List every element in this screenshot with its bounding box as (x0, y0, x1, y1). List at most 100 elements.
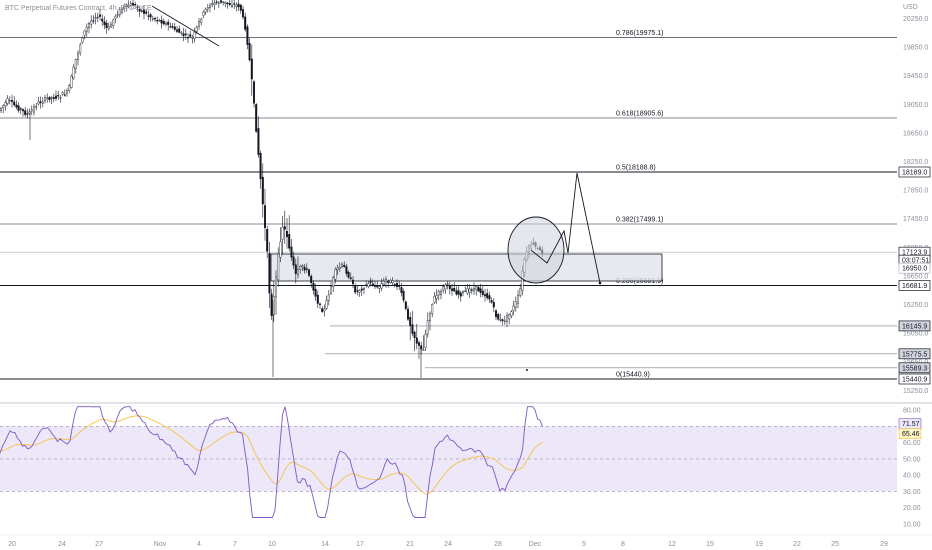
price-tag-text: 17123.9 (902, 250, 927, 257)
trendline-descending[interactable] (151, 5, 220, 47)
candle-body (316, 294, 319, 304)
rsi-tick-label: 20.00 (903, 505, 921, 512)
candle-body (374, 285, 377, 287)
candle-body (277, 253, 280, 280)
fib-label: 0.786(19975.1) (616, 30, 663, 37)
time-tick-label: 24 (58, 541, 66, 548)
rsi-band (0, 425, 897, 492)
candle-body (378, 286, 381, 289)
rsi-tick-label: 80.00 (903, 408, 921, 415)
candle-body (55, 95, 58, 99)
candle-body (330, 285, 333, 294)
projection-end-dot (598, 281, 602, 285)
candle-body (327, 294, 330, 301)
price-tick-label: 17850.0 (903, 188, 928, 195)
price-tick-label: 19050.0 (903, 102, 928, 109)
candle-body (127, 5, 130, 7)
support-lines (325, 325, 897, 369)
candle-body (369, 281, 372, 283)
candle-body (39, 101, 42, 103)
candle-body (349, 277, 352, 279)
candle-body (437, 291, 440, 296)
candle-body (433, 296, 436, 303)
candle-body (116, 14, 119, 16)
candle-body (477, 287, 480, 292)
highlight-circle[interactable] (507, 216, 565, 284)
candle-body (59, 96, 62, 99)
candle-body (81, 37, 84, 43)
candle-body (360, 288, 363, 291)
time-tick-label: 29 (880, 541, 888, 548)
time-tick-label: 22 (793, 541, 801, 548)
candle-body (52, 97, 55, 100)
candle-body (70, 75, 73, 88)
price-tag-text: 18189.0 (902, 170, 927, 177)
candle-body (510, 311, 513, 317)
price-tag-text: 16950.0 (902, 266, 927, 273)
candle-body (109, 23, 112, 28)
time-tick-label: 12 (668, 541, 676, 548)
candle-body (35, 106, 38, 108)
candle-body (30, 109, 33, 112)
rsi-tick-label: 60.00 (903, 440, 921, 447)
candle-body (92, 20, 95, 22)
candle-body (292, 256, 295, 266)
candle-body (457, 290, 460, 295)
time-tick-label: 15 (706, 541, 714, 548)
candle-body (488, 295, 491, 300)
candle-body (6, 98, 9, 104)
candle-body (334, 269, 337, 280)
currency-label: USD (903, 4, 918, 11)
candle-body (46, 97, 49, 99)
candle-body (431, 304, 434, 314)
candle-body (98, 14, 101, 17)
time-tick-label: 24 (444, 541, 452, 548)
candle-body (87, 23, 90, 28)
candle-body (138, 8, 141, 12)
projection-path[interactable] (530, 172, 601, 284)
candle-body (125, 4, 128, 7)
grid-layer (0, 251, 897, 407)
candle-body (37, 101, 40, 105)
candle-body (180, 32, 183, 34)
candle-body (107, 26, 110, 30)
candle-body (160, 20, 163, 24)
candle-body (149, 14, 152, 18)
candle-body (389, 280, 392, 283)
candle-body (48, 97, 51, 100)
consolidation-rectangle[interactable] (270, 253, 663, 282)
candle-body (442, 286, 445, 291)
candle-body (57, 95, 60, 97)
candle-body (490, 300, 493, 303)
candle-body (312, 282, 315, 291)
candle-body (28, 111, 31, 114)
candle-body (424, 334, 427, 349)
candle-body (288, 233, 291, 249)
candle-body (492, 301, 495, 308)
candle-body (393, 284, 396, 286)
candle-body (365, 284, 368, 286)
candle-body (162, 21, 165, 25)
fib-label: 0(15440.9) (616, 372, 650, 379)
candle-body (503, 320, 506, 322)
candle-body (167, 21, 170, 25)
candle-body (275, 276, 278, 298)
candle-body (499, 319, 502, 321)
price-tag-text: 15775.5 (902, 351, 927, 358)
time-tick-label: 8 (621, 541, 625, 548)
candle-body (519, 288, 522, 296)
candle-body (184, 33, 187, 35)
candle-body (219, 0, 222, 3)
candle-body (301, 265, 304, 268)
candle-body (325, 300, 328, 309)
candle-body (26, 113, 29, 115)
candle-body (252, 81, 255, 104)
candle-body (255, 104, 258, 132)
candle-body (112, 19, 115, 26)
candle-body (391, 280, 394, 284)
candle-body (319, 303, 322, 305)
candle-body (495, 310, 498, 318)
candle-body (189, 34, 192, 37)
candle-body (297, 269, 300, 275)
